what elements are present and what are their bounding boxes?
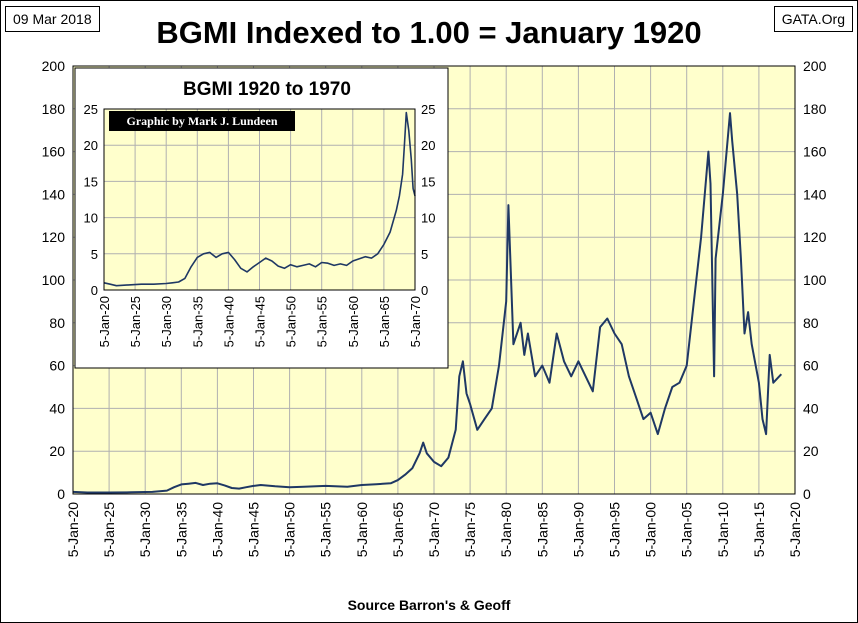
inset-x-tick-label: 5-Jan-30: [159, 296, 174, 347]
main-y-tick-label-right: 80: [803, 315, 819, 331]
main-x-tick-label: 5-Jan-00: [643, 502, 659, 557]
inset-x-tick-label: 5-Jan-70: [408, 296, 423, 347]
inset-x-tick-label: 5-Jan-35: [190, 296, 205, 347]
main-x-tick-label: 5-Jan-45: [246, 502, 262, 557]
main-x-tick-label: 5-Jan-60: [354, 502, 370, 557]
main-y-tick-label-left: 40: [49, 400, 65, 416]
inset-x-tick-label: 5-Jan-45: [253, 296, 268, 347]
main-y-tick-label-left: 180: [42, 101, 66, 117]
source-note: Source Barron's & Geoff: [347, 597, 511, 613]
inset-y-tick-label-left: 15: [84, 174, 98, 189]
main-x-tick-label: 5-Jan-20: [787, 502, 803, 557]
inset-title: BGMI 1920 to 1970: [183, 79, 351, 100]
main-y-tick-label-right: 120: [803, 229, 827, 245]
site-label: GATA.Org: [773, 6, 853, 32]
main-y-tick-label-right: 100: [803, 272, 827, 288]
inset-x-tick-label: 5-Jan-55: [315, 296, 330, 347]
main-y-tick-label-right: 140: [803, 186, 827, 202]
inset-y-tick-label-right: 15: [421, 174, 435, 189]
main-x-tick-label: 5-Jan-30: [137, 502, 153, 557]
main-x-tick-label: 5-Jan-95: [607, 502, 623, 557]
inset-series-line: [103, 111, 416, 287]
main-plot-border: [72, 65, 796, 495]
inset-y-tick-label-left: 0: [91, 283, 98, 298]
main-x-tick-label: 5-Jan-90: [570, 502, 586, 557]
main-y-tick-label-left: 0: [57, 486, 65, 502]
main-y-tick-label-right: 60: [803, 358, 819, 374]
date-label: 09 Mar 2018: [5, 6, 100, 32]
inset-y-tick-label-right: 0: [421, 283, 428, 298]
inset-x-tick-label: 5-Jan-65: [377, 296, 392, 347]
main-x-tick-label: 5-Jan-70: [426, 502, 442, 557]
inset-y-tick-label-right: 20: [421, 138, 435, 153]
inset-x-tick-label: 5-Jan-60: [346, 296, 361, 347]
main-x-tick-label: 5-Jan-85: [534, 502, 550, 557]
inset-plot-border: [103, 108, 416, 291]
main-x-tick-label: 5-Jan-05: [679, 502, 695, 557]
inset-x-tick-label: 5-Jan-40: [221, 296, 236, 347]
main-x-tick-label: 5-Jan-50: [282, 502, 298, 557]
main-y-tick-label-left: 100: [42, 272, 66, 288]
inset-y-tick-label-right: 25: [421, 102, 435, 117]
main-y-tick-label-left: 20: [49, 443, 65, 459]
main-x-tick-label: 5-Jan-15: [751, 502, 767, 557]
main-y-tick-label-right: 40: [803, 400, 819, 416]
main-x-tick-label: 5-Jan-80: [498, 502, 514, 557]
inset-y-tick-label-left: 25: [84, 102, 98, 117]
main-y-tick-label-right: 20: [803, 443, 819, 459]
main-y-tick-label-left: 140: [42, 186, 66, 202]
inset-y-tick-label-left: 5: [91, 247, 98, 262]
main-x-tick-label: 5-Jan-65: [390, 502, 406, 557]
main-y-tick-label-left: 80: [49, 315, 65, 331]
main-y-tick-label-right: 180: [803, 101, 827, 117]
inset-x-tick-label: 5-Jan-20: [97, 296, 112, 347]
main-x-tick-label: 5-Jan-75: [462, 502, 478, 557]
inset-x-tick-label: 5-Jan-25: [128, 296, 143, 347]
main-y-tick-label-right: 0: [803, 486, 811, 502]
main-x-tick-label: 5-Jan-25: [101, 502, 117, 557]
chart-title: BGMI Indexed to 1.00 = January 1920: [156, 15, 702, 50]
inset-y-tick-label-right: 5: [421, 247, 428, 262]
credit-box: [109, 111, 295, 131]
main-y-tick-label-left: 60: [49, 358, 65, 374]
inset-y-tick-label-left: 10: [84, 211, 98, 226]
main-x-tick-label: 5-Jan-40: [209, 502, 225, 557]
inset-y-tick-label-left: 20: [84, 138, 98, 153]
main-series-line: [72, 112, 783, 494]
main-y-tick-label-left: 120: [42, 229, 66, 245]
main-x-tick-label: 5-Jan-20: [65, 502, 81, 557]
inset-chart: BGMI 1920 to 1970 0 0 5 5 10 10 15 15 20 20 25 25 5-J…: [74, 67, 449, 369]
main-x-tick-label: 5-Jan-10: [715, 502, 731, 557]
main-y-tick-label-right: 160: [803, 144, 827, 160]
main-x-tick-label: 5-Jan-35: [173, 502, 189, 557]
main-x-tick-label: 5-Jan-55: [318, 502, 334, 557]
main-y-tick-label-left: 200: [42, 58, 66, 74]
main-y-tick-label-left: 160: [42, 144, 66, 160]
inset-y-tick-label-right: 10: [421, 211, 435, 226]
main-y-tick-label-right: 200: [803, 58, 827, 74]
inset-x-tick-label: 5-Jan-50: [284, 296, 299, 347]
credit-label: Graphic by Mark J. Lundeen: [126, 114, 277, 128]
